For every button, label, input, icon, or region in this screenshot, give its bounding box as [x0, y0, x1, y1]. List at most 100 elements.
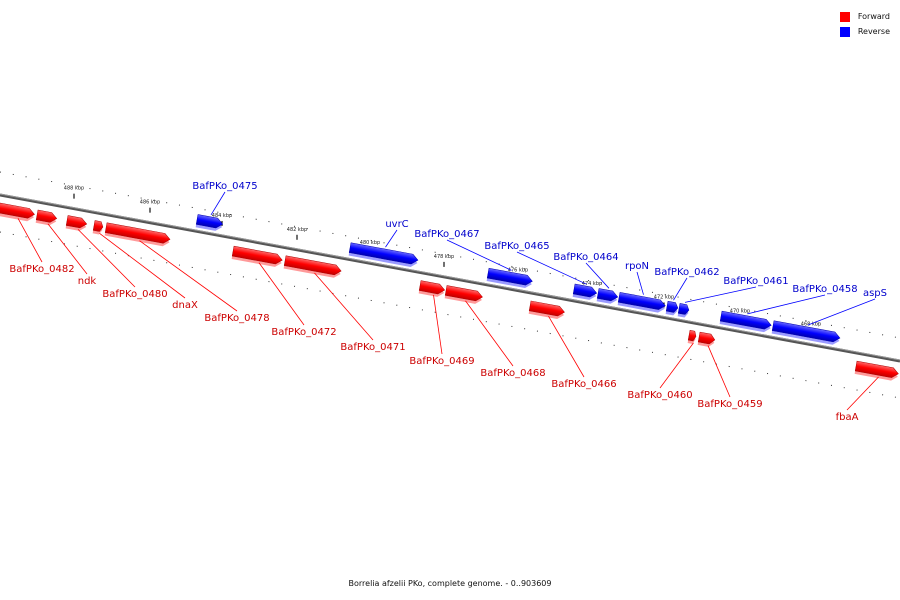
tick-label: 474 kbp: [582, 281, 602, 287]
gene-label: BafPKo_0472: [271, 327, 336, 338]
gene-arrow: [283, 255, 342, 276]
gene-label: BafPKo_0482: [9, 264, 74, 275]
tick-label: 488 kbp: [64, 186, 84, 192]
gene-label: uvrC: [385, 219, 408, 230]
label-leader: [846, 376, 879, 411]
gene-arrow: [528, 300, 565, 317]
legend-label-reverse: Reverse: [857, 27, 890, 36]
gene-arrow: [572, 283, 598, 298]
tick-label: 470 kbp: [730, 308, 750, 314]
label-leader: [585, 262, 610, 289]
gene-label: BafPKo_0471: [340, 342, 405, 353]
gene-feature: [65, 215, 88, 231]
gene-feature: [697, 331, 716, 347]
tick-label: 486 kbp: [140, 200, 160, 206]
label-leader: [747, 294, 826, 315]
label-leader: [47, 223, 88, 275]
gene-arrow: [65, 215, 88, 229]
gene-arrow: [617, 292, 666, 310]
legend-label-forward: Forward: [857, 12, 890, 21]
gene-feature: [596, 288, 619, 304]
gene-label: BafPKo_0464: [553, 252, 618, 263]
label-leader: [139, 240, 238, 312]
gene-label: BafPKo_0468: [480, 368, 545, 379]
gene-label: BafPKo_0467: [414, 229, 479, 240]
gene-feature: [687, 329, 697, 344]
gene-label: dnaX: [172, 300, 198, 311]
gene-feature: [572, 283, 598, 300]
genome-backbone: [0, 193, 900, 363]
gene-arrow: [771, 320, 841, 343]
gene-arrow: [35, 209, 58, 223]
gene-label: BafPKo_0466: [551, 379, 616, 390]
label-leader: [548, 315, 585, 378]
label-leader: [446, 239, 512, 271]
gene-arrow: [92, 220, 104, 232]
gene-label: BafPKo_0469: [409, 356, 474, 367]
label-leader: [99, 233, 186, 299]
tick-label: 484 kbp: [212, 213, 232, 219]
gene-feature: [35, 209, 58, 226]
label-leader: [210, 191, 226, 216]
label-leader: [636, 271, 644, 295]
gene-label: BafPKo_0462: [654, 267, 719, 278]
gene-label: BafPKo_0480: [102, 289, 167, 300]
gene-feature: [195, 214, 224, 231]
gene-arrow: [444, 285, 483, 302]
gene-feature: [771, 320, 841, 345]
gene-feature: [528, 300, 565, 319]
label-leader: [659, 342, 694, 389]
gene-feature: [92, 220, 104, 235]
tick-label: 472 kbp: [654, 294, 674, 300]
gene-arrow: [0, 202, 35, 219]
label-leader: [17, 218, 43, 263]
label-leader: [707, 345, 731, 398]
gene-arrow: [486, 267, 533, 286]
gene-arrow: [348, 242, 419, 265]
legend: Forward Reverse: [839, 9, 890, 39]
reverse-swatch: [839, 26, 850, 37]
gene-feature: [231, 245, 283, 267]
tick-label: 476 kbp: [508, 268, 528, 274]
label-leader: [77, 229, 136, 288]
gene-feature: [348, 242, 419, 267]
label-leader: [433, 294, 443, 355]
gene-label: rpoN: [625, 261, 649, 272]
legend-item-reverse: Reverse: [839, 24, 890, 39]
axis-ticks: 488 kbp 486 kbp 484 kbp 482 kbp 480 kbp 478 k…: [64, 186, 821, 335]
gene-label: BafPKo_0460: [627, 390, 692, 401]
gene-label: BafPKo_0478: [204, 313, 269, 324]
gene-feature: [418, 280, 446, 297]
gene-arrow: [665, 300, 679, 313]
gene-arrow: [687, 329, 697, 342]
gene-label: BafPKo_0465: [484, 241, 549, 252]
gene-feature: [444, 285, 483, 304]
gene-arrow: [697, 331, 716, 345]
gene-feature: [854, 360, 899, 381]
gene-arrow: [104, 222, 171, 244]
tick-label: 482 kbp: [287, 227, 307, 233]
label-leader: [385, 229, 398, 248]
figure-caption: Borrelia afzelii PKo, complete genome. -…: [348, 579, 552, 588]
gene-arrow: [854, 360, 899, 378]
label-leader: [673, 277, 688, 301]
gene-label: BafPKo_0475: [192, 181, 257, 192]
gene-feature: [665, 300, 679, 316]
tick-label: 478 kbp: [434, 254, 454, 260]
gene-label: BafPKo_0458: [792, 284, 857, 295]
gene-label: BafPKo_0459: [697, 399, 762, 410]
gene-feature: [617, 292, 666, 313]
legend-item-forward: Forward: [839, 9, 890, 24]
gene-label: aspS: [863, 288, 887, 299]
gene-label: ndk: [78, 276, 97, 287]
gene-feature: [0, 202, 35, 222]
gene-arrow: [596, 288, 619, 302]
label-leader: [684, 286, 757, 303]
gene-arrow: [719, 310, 772, 330]
gene-label: BafPKo_0461: [723, 276, 788, 287]
forward-swatch: [839, 11, 850, 22]
label-leader: [516, 251, 587, 285]
label-leader: [258, 262, 305, 326]
gene-feature: [677, 303, 690, 318]
gene-feature: [486, 267, 533, 289]
